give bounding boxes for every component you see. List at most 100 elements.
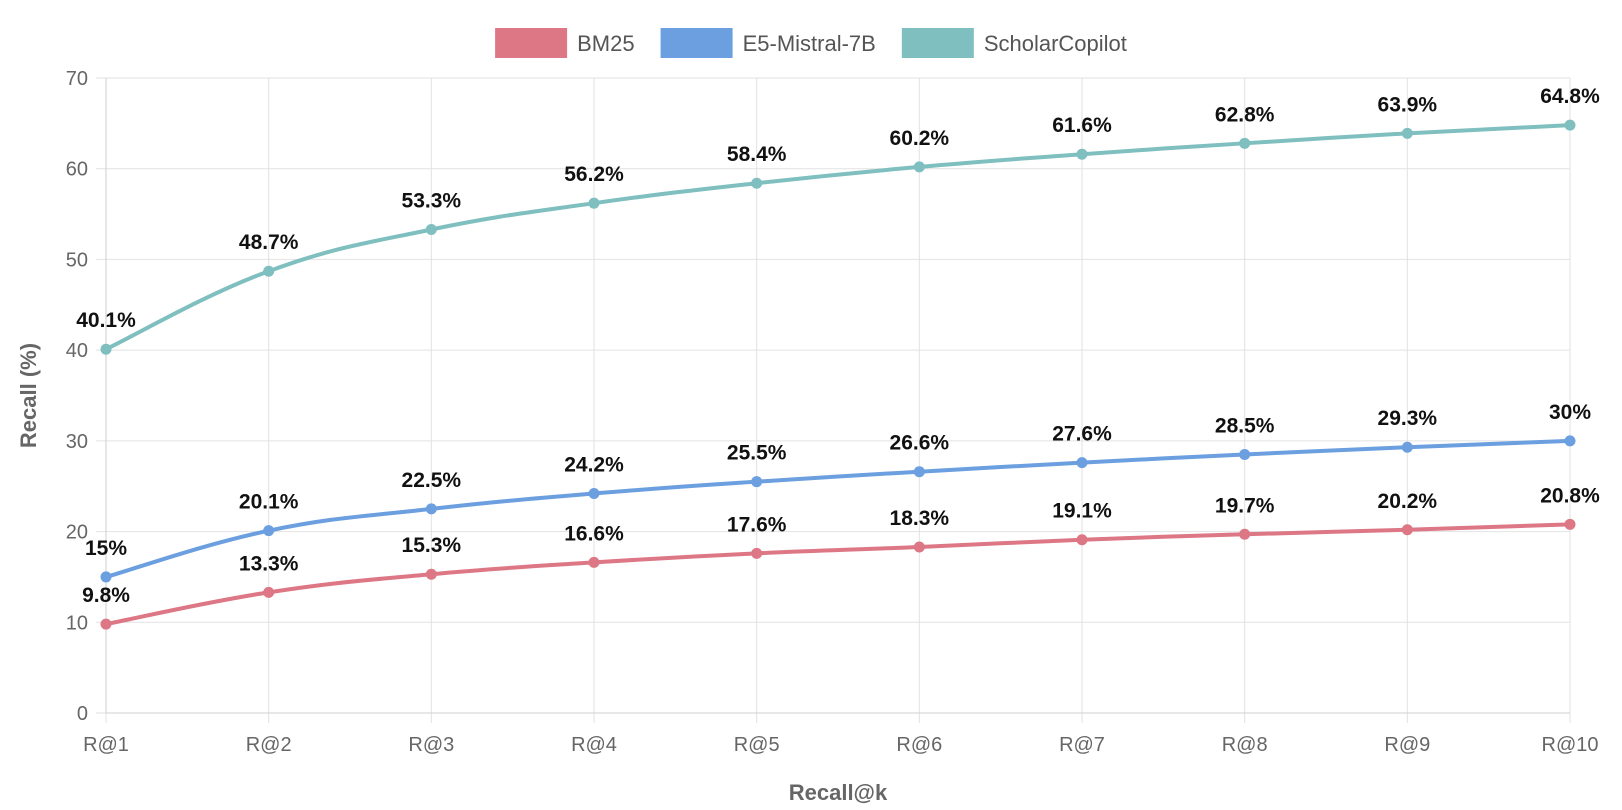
data-label-scholarcopilot: 48.7% <box>239 231 299 254</box>
data-point-e5-mistral-7b[interactable] <box>751 476 763 488</box>
data-label-scholarcopilot: 56.2% <box>564 163 624 186</box>
legend-item-scholarcopilot[interactable]: ScholarCopilot <box>901 28 1127 58</box>
data-label-scholarcopilot: 53.3% <box>402 189 462 212</box>
data-label-scholarcopilot: 64.8% <box>1540 85 1600 108</box>
legend: BM25 E5-Mistral-7B ScholarCopilot <box>495 28 1127 58</box>
x-tick-label: R@6 <box>896 734 942 756</box>
x-tick-label: R@5 <box>734 734 780 756</box>
data-label-e5-mistral-7b: 26.6% <box>890 432 950 455</box>
data-label-bm25: 19.7% <box>1215 494 1275 517</box>
x-tick-label: R@2 <box>246 734 292 756</box>
data-label-e5-mistral-7b: 27.6% <box>1052 423 1112 446</box>
legend-swatch-e5-mistral-7b <box>660 28 733 58</box>
series-line-e5-mistral-7b <box>104 438 1572 579</box>
data-label-bm25: 13.3% <box>239 552 299 575</box>
data-point-bm25[interactable] <box>913 541 925 553</box>
data-label-bm25: 16.6% <box>564 522 624 545</box>
grid-layer <box>96 77 1571 723</box>
legend-label-bm25: BM25 <box>577 31 634 56</box>
data-point-scholarcopilot[interactable] <box>1239 137 1251 149</box>
data-label-e5-mistral-7b: 29.3% <box>1378 407 1438 430</box>
data-point-bm25[interactable] <box>588 556 600 568</box>
series-line-bm25 <box>104 522 1572 627</box>
x-tick-label: R@10 <box>1542 734 1599 756</box>
data-point-scholarcopilot[interactable] <box>588 197 600 209</box>
data-point-scholarcopilot[interactable] <box>100 343 112 355</box>
y-tick-label: 60 <box>66 159 88 181</box>
data-label-bm25: 17.6% <box>727 513 787 536</box>
data-point-scholarcopilot[interactable] <box>425 223 437 235</box>
x-tick-label: R@7 <box>1059 734 1105 756</box>
data-point-scholarcopilot[interactable] <box>1076 148 1088 160</box>
y-tick-label: 40 <box>66 340 88 362</box>
data-point-e5-mistral-7b[interactable] <box>1076 457 1088 469</box>
x-tick-label: R@9 <box>1384 734 1430 756</box>
data-point-bm25[interactable] <box>100 618 112 630</box>
data-point-e5-mistral-7b[interactable] <box>1239 448 1251 460</box>
y-tick-label: 50 <box>66 249 88 271</box>
data-point-e5-mistral-7b[interactable] <box>588 487 600 499</box>
data-label-bm25: 19.1% <box>1052 500 1112 523</box>
x-tick-label: R@3 <box>408 734 454 756</box>
data-point-bm25[interactable] <box>751 547 763 559</box>
data-point-scholarcopilot[interactable] <box>1401 127 1413 139</box>
legend-label-e5-mistral-7b: E5-Mistral-7B <box>743 31 876 56</box>
series-bm25 <box>100 518 1576 630</box>
data-labels: 9.8% 13.3% 15.3% 16.6% 17.6% 18.3% 19.1% 19.7% 2… <box>76 85 1600 607</box>
data-point-e5-mistral-7b[interactable] <box>100 571 112 583</box>
data-point-scholarcopilot[interactable] <box>913 161 925 173</box>
x-axis-title: Recall@k <box>789 780 888 805</box>
data-point-e5-mistral-7b[interactable] <box>1401 441 1413 453</box>
legend-swatch-scholarcopilot <box>901 28 974 58</box>
data-label-scholarcopilot: 40.1% <box>76 309 136 332</box>
legend-label-scholarcopilot: ScholarCopilot <box>984 31 1127 56</box>
data-label-e5-mistral-7b: 20.1% <box>239 491 299 514</box>
data-label-bm25: 20.8% <box>1540 484 1600 507</box>
data-point-bm25[interactable] <box>1239 528 1251 540</box>
data-point-bm25[interactable] <box>1564 518 1576 530</box>
series-line-scholarcopilot <box>104 123 1572 352</box>
data-point-e5-mistral-7b[interactable] <box>913 466 925 478</box>
data-label-bm25: 9.8% <box>82 584 130 607</box>
series-scholarcopilot <box>100 119 1576 355</box>
data-point-scholarcopilot[interactable] <box>263 265 275 277</box>
data-point-e5-mistral-7b[interactable] <box>425 503 437 515</box>
y-tick-label: 70 <box>66 68 88 90</box>
axes: 0 10 20 30 40 50 60 70 R@1 R@2 R@3 R@4 R@5 R@6 R@7 R@8 R… <box>16 68 1599 805</box>
series-layer <box>100 119 1576 630</box>
x-tick-label: R@1 <box>83 734 129 756</box>
legend-item-e5-mistral-7b[interactable]: E5-Mistral-7B <box>660 28 876 58</box>
legend-item-bm25[interactable]: BM25 <box>495 28 635 58</box>
data-label-e5-mistral-7b: 28.5% <box>1215 414 1275 437</box>
data-label-scholarcopilot: 60.2% <box>890 127 950 150</box>
data-label-scholarcopilot: 62.8% <box>1215 103 1275 126</box>
data-point-bm25[interactable] <box>263 586 275 598</box>
data-label-scholarcopilot: 63.9% <box>1378 93 1438 116</box>
data-point-e5-mistral-7b[interactable] <box>1564 435 1576 447</box>
data-point-scholarcopilot[interactable] <box>751 177 763 189</box>
data-point-bm25[interactable] <box>425 568 437 580</box>
data-point-e5-mistral-7b[interactable] <box>263 525 275 537</box>
legend-swatch-bm25 <box>495 28 568 58</box>
data-label-e5-mistral-7b: 22.5% <box>402 469 462 492</box>
y-tick-label: 10 <box>66 612 88 634</box>
data-label-e5-mistral-7b: 25.5% <box>727 442 787 465</box>
data-point-bm25[interactable] <box>1076 534 1088 546</box>
data-label-e5-mistral-7b: 24.2% <box>564 453 624 476</box>
data-label-bm25: 18.3% <box>890 507 950 530</box>
y-axis-title: Recall (%) <box>16 343 41 448</box>
data-label-e5-mistral-7b: 30% <box>1549 401 1591 424</box>
x-tick-label: R@4 <box>571 734 617 756</box>
series-e5-mistral-7b <box>100 435 1576 583</box>
y-tick-label: 0 <box>77 703 88 725</box>
data-label-bm25: 20.2% <box>1378 490 1438 513</box>
data-label-scholarcopilot: 61.6% <box>1052 114 1112 137</box>
data-label-scholarcopilot: 58.4% <box>727 143 787 166</box>
data-point-bm25[interactable] <box>1401 524 1413 536</box>
y-tick-label: 20 <box>66 522 88 544</box>
data-point-scholarcopilot[interactable] <box>1564 119 1576 131</box>
x-tick-label: R@8 <box>1222 734 1268 756</box>
data-label-bm25: 15.3% <box>402 534 462 557</box>
